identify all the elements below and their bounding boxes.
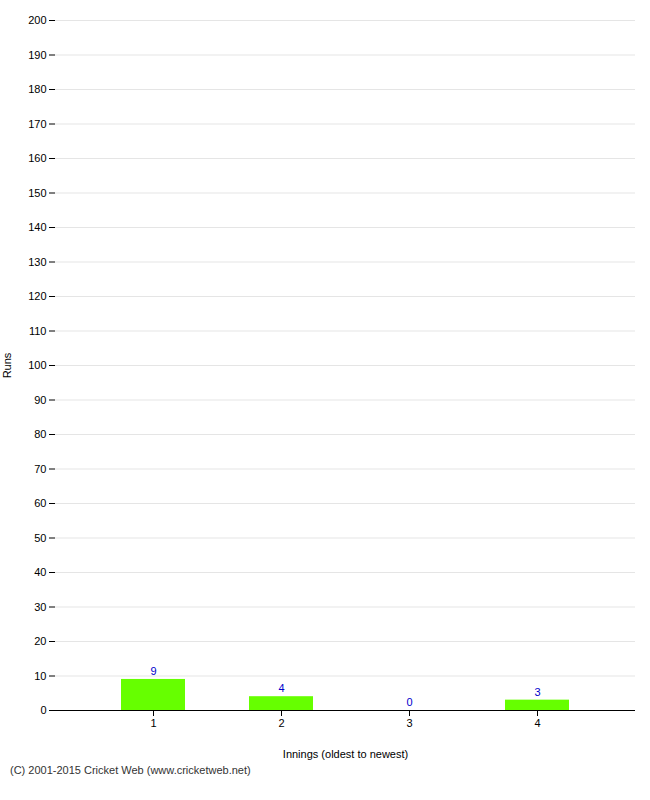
svg-text:9: 9	[150, 665, 156, 677]
svg-text:130: 130	[28, 256, 46, 268]
svg-text:Runs: Runs	[1, 352, 13, 378]
svg-text:70: 70	[34, 463, 46, 475]
svg-text:30: 30	[34, 601, 46, 613]
svg-text:180: 180	[28, 83, 46, 95]
svg-text:60: 60	[34, 497, 46, 509]
svg-text:120: 120	[28, 290, 46, 302]
svg-text:90: 90	[34, 394, 46, 406]
svg-text:2: 2	[278, 717, 284, 729]
svg-text:0: 0	[40, 704, 46, 716]
svg-text:40: 40	[34, 566, 46, 578]
svg-text:80: 80	[34, 428, 46, 440]
svg-text:170: 170	[28, 118, 46, 130]
svg-text:Innings (oldest to newest): Innings (oldest to newest)	[283, 748, 408, 760]
svg-text:100: 100	[28, 359, 46, 371]
svg-text:110: 110	[29, 325, 47, 337]
svg-text:20: 20	[34, 635, 46, 647]
svg-text:10: 10	[34, 670, 46, 682]
svg-text:140: 140	[28, 221, 46, 233]
svg-text:4: 4	[534, 717, 540, 729]
svg-text:160: 160	[28, 152, 46, 164]
svg-text:50: 50	[34, 532, 46, 544]
svg-text:4: 4	[278, 682, 284, 694]
svg-text:200: 200	[28, 14, 46, 26]
svg-text:3: 3	[534, 686, 540, 698]
svg-text:3: 3	[406, 717, 412, 729]
html-text:(C) 2001-2015 Cricket Web (www: (C) 2001-2015 Cricket Web (www.cricketwe…	[10, 764, 251, 776]
svg-text:0: 0	[406, 696, 412, 708]
svg-text:190: 190	[28, 49, 46, 61]
svg-text:150: 150	[28, 187, 46, 199]
svg-text:1: 1	[150, 717, 156, 729]
